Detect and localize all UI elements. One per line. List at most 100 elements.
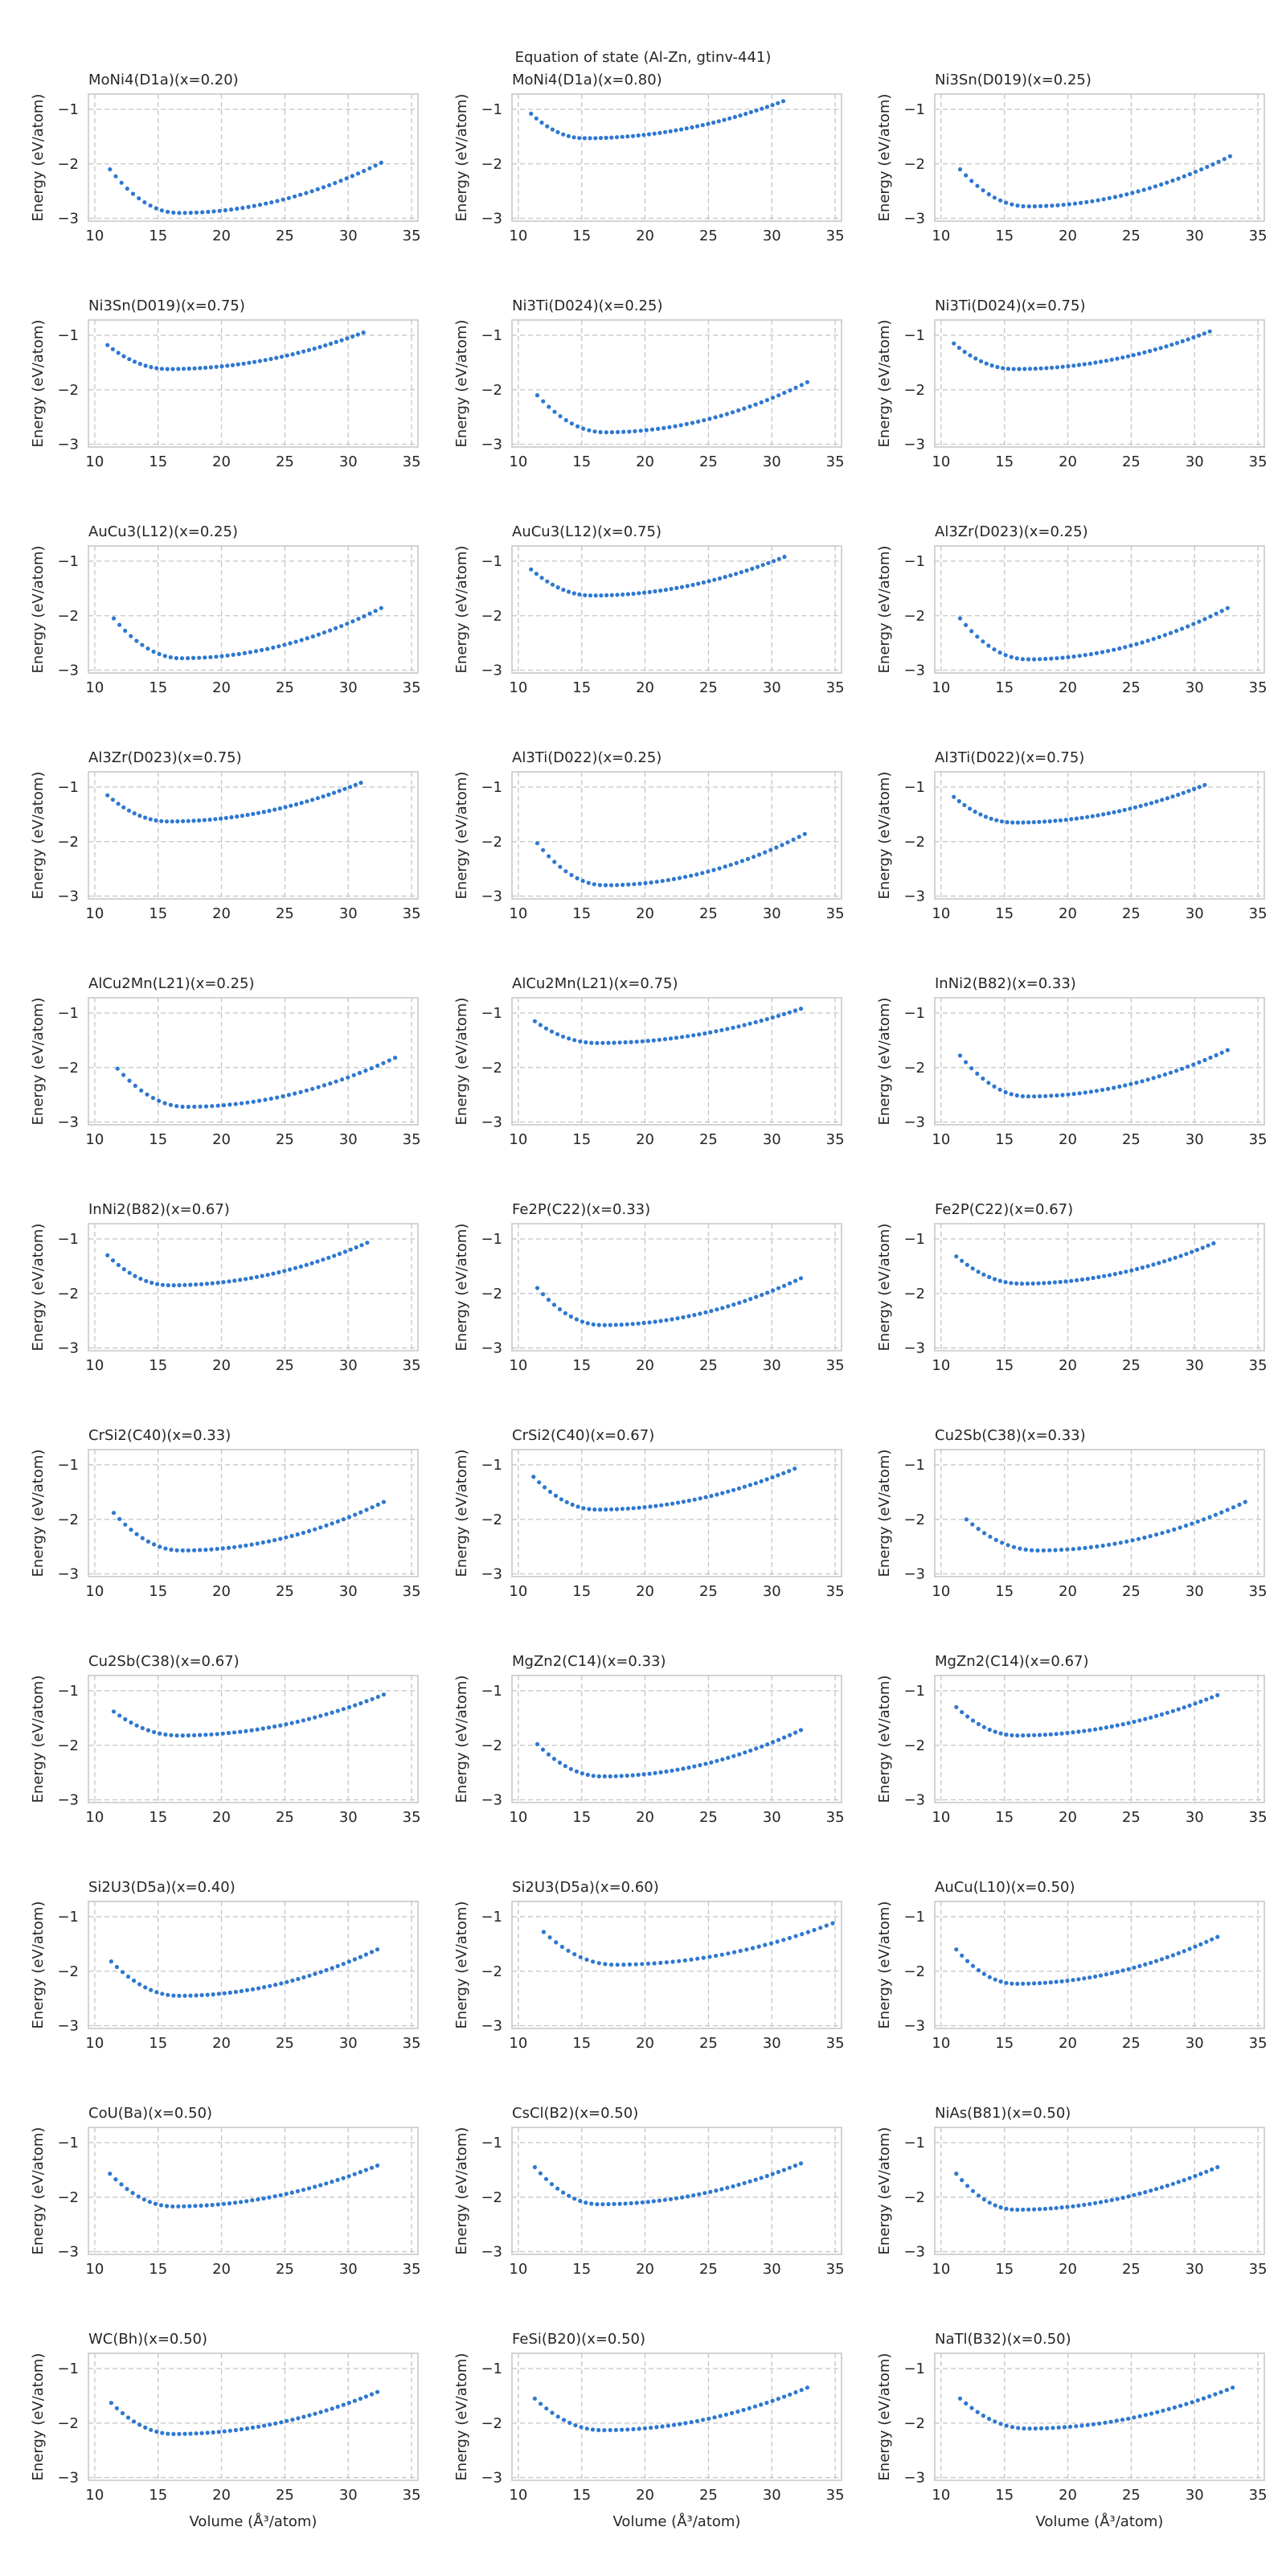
data-point — [154, 2429, 159, 2434]
data-point — [1099, 359, 1104, 364]
data-point — [1043, 656, 1048, 662]
data-point — [1112, 1085, 1116, 1090]
data-point — [296, 1976, 301, 1982]
data-point — [1174, 629, 1179, 634]
data-point — [1087, 361, 1092, 366]
data-point — [113, 2177, 118, 2182]
data-point — [692, 1313, 697, 1318]
data-point — [318, 2183, 323, 2188]
x-tick-label: 15 — [149, 2261, 167, 2278]
data-point — [569, 421, 575, 426]
data-point — [1195, 2398, 1200, 2403]
data-point — [1120, 1968, 1125, 1973]
x-tick-label: 30 — [339, 679, 358, 696]
data-point — [304, 1262, 309, 1267]
y-axis-label: Energy (eV/atom) — [30, 772, 47, 900]
data-point — [593, 136, 598, 141]
data-point — [335, 1963, 340, 1968]
data-point — [785, 840, 790, 845]
data-point — [289, 2190, 294, 2195]
data-point — [285, 2418, 289, 2423]
data-point — [634, 2201, 639, 2205]
data-point — [1042, 819, 1047, 824]
data-point — [1004, 1732, 1009, 1737]
y-axis-label: Energy (eV/atom) — [876, 772, 893, 900]
data-point — [534, 1286, 540, 1290]
subplot: 10 15 20 25 30 35−3−2−1MgZn2(C14)(x=0.67)Ener… — [876, 1653, 1268, 1826]
data-point — [129, 1528, 133, 1532]
x-tick-label: 25 — [276, 1131, 294, 1148]
data-point — [289, 1533, 294, 1538]
data-point — [273, 2421, 278, 2426]
data-point — [1031, 820, 1036, 825]
data-point — [346, 1075, 350, 1080]
subplot-title: AuCu3(L12)(x=0.25) — [88, 523, 238, 540]
data-point — [736, 1024, 741, 1029]
data-point — [613, 1323, 618, 1327]
data-point — [645, 1039, 650, 1044]
data-point — [137, 2422, 142, 2427]
axes-frame — [511, 771, 842, 900]
data-point — [636, 1321, 641, 1326]
data-point — [717, 576, 723, 581]
x-tick-label: 25 — [1122, 2035, 1141, 2052]
data-point — [295, 1719, 300, 1725]
data-point — [247, 360, 252, 365]
x-tick-label: 20 — [212, 228, 231, 244]
data-point — [726, 1951, 731, 1956]
data-point — [559, 1944, 565, 1949]
data-point — [180, 1548, 185, 1553]
data-point — [164, 819, 170, 824]
x-tick-label: 15 — [149, 1131, 167, 1148]
data-point — [602, 1323, 607, 1327]
data-point — [1170, 1708, 1175, 1713]
y-tick-label: −2 — [57, 1060, 79, 1077]
data-point — [1026, 1981, 1031, 1986]
x-tick-label: 30 — [339, 228, 358, 244]
data-point — [653, 589, 657, 594]
data-point — [136, 2194, 141, 2199]
data-point — [235, 207, 240, 211]
data-point — [341, 1962, 346, 1967]
data-point — [134, 1723, 139, 1728]
data-point — [322, 1083, 326, 1088]
data-point — [148, 817, 153, 822]
data-point — [986, 1081, 991, 1085]
data-point — [1038, 1093, 1042, 1099]
data-point — [317, 345, 322, 350]
data-point — [330, 1521, 334, 1526]
data-point — [198, 1548, 203, 1553]
data-point — [1129, 1268, 1134, 1273]
data-point — [580, 879, 585, 884]
x-tick-label: 15 — [149, 2487, 167, 2504]
data-point — [365, 1241, 370, 1245]
data-point — [1027, 367, 1033, 371]
data-point — [269, 200, 274, 205]
data-point — [557, 1306, 563, 1312]
x-tick-label: 15 — [572, 905, 591, 922]
data-point — [1106, 811, 1111, 816]
data-point — [1148, 349, 1153, 354]
data-point — [641, 1320, 646, 1326]
data-point — [1038, 366, 1043, 371]
data-point — [341, 2402, 346, 2407]
data-point — [1108, 2419, 1113, 2424]
data-point — [381, 1060, 386, 1065]
data-point — [227, 1102, 232, 1107]
data-point — [975, 634, 980, 639]
data-point — [753, 1019, 758, 1024]
data-point — [318, 2410, 323, 2414]
data-point — [143, 2425, 148, 2430]
data-point — [956, 798, 961, 804]
x-tick-label: 15 — [149, 228, 167, 244]
data-point — [1190, 1249, 1194, 1254]
data-point — [703, 1310, 708, 1315]
data-point — [1098, 1726, 1104, 1731]
y-tick-label: −3 — [481, 888, 502, 905]
data-point — [640, 1962, 645, 1967]
data-point — [637, 881, 642, 886]
x-tick-label: 10 — [509, 228, 527, 244]
data-point — [1148, 1534, 1153, 1539]
y-tick-label: −1 — [481, 2361, 502, 2377]
x-tick-label: 35 — [403, 679, 421, 696]
